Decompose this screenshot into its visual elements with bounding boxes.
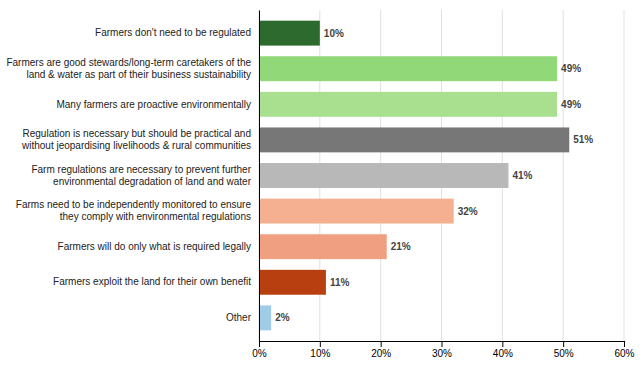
x-tick: 60%: [614, 341, 634, 359]
x-tick-label: 50%: [554, 348, 574, 359]
chart-svg: 10% 49% 49% 51% 41% 32% 21% 11% 2% 0% 10% 20% 30% 40%…: [0, 0, 640, 367]
chart-container: 10% 49% 49% 51% 41% 32% 21% 11% 2% 0% 10% 20% 30% 40%…: [0, 0, 640, 367]
x-tick-mark: [381, 341, 382, 347]
category-label: Farms need to be independently monitored…: [16, 199, 252, 222]
bar: [259, 199, 454, 224]
y-tick: Farmers don't need to be regulated: [95, 27, 251, 38]
data-labels: 10% 49% 49% 51% 41% 32% 21% 11% 2%: [275, 28, 593, 324]
x-tick: 10%: [310, 341, 330, 359]
y-tick: Regulation is necessary but should be pr…: [21, 128, 251, 151]
x-tick-mark: [624, 341, 625, 347]
bar: [259, 234, 387, 259]
bar: [259, 305, 271, 330]
category-label-line: land & water as part of their business s…: [26, 69, 251, 80]
data-label: 49%: [561, 99, 581, 110]
x-tick: 0%: [252, 341, 267, 359]
category-label-line: Farmers exploit the land for their own b…: [53, 276, 251, 287]
data-label: 11%: [330, 277, 350, 288]
y-tick: Farms need to be independently monitored…: [16, 199, 252, 222]
x-tick: 30%: [432, 341, 452, 359]
category-label-line: Regulation is necessary but should be pr…: [23, 128, 251, 139]
bar: [259, 92, 557, 117]
x-axis: 0% 10% 20% 30% 40% 50% 60%: [252, 341, 634, 359]
y-tick: Other: [226, 312, 252, 323]
category-label-line: Farmers will do only what is required le…: [58, 241, 251, 252]
x-tick-mark: [502, 341, 503, 347]
y-tick: Farmers will do only what is required le…: [58, 241, 251, 252]
category-label-line: Other: [226, 312, 252, 323]
x-axis-line: [260, 342, 625, 348]
x-tick-label: 10%: [310, 348, 330, 359]
y-axis: Farmers don't need to be regulated Farmer…: [6, 11, 259, 342]
bar: [259, 127, 569, 152]
x-tick-label: 0%: [252, 348, 267, 359]
x-tick: 20%: [371, 341, 391, 359]
category-label-line: they comply with environmental regulatio…: [60, 211, 251, 222]
bars: [259, 21, 569, 331]
x-tick-mark: [259, 341, 260, 347]
x-tick-label: 60%: [614, 348, 634, 359]
data-label: 32%: [458, 206, 478, 217]
data-label: 2%: [275, 312, 290, 323]
grid: [259, 10, 624, 341]
bar: [259, 56, 557, 81]
x-tick: 40%: [493, 341, 513, 359]
y-axis-line: [259, 11, 260, 342]
y-tick: Farm regulations are necessary to preven…: [31, 164, 251, 187]
category-label: Farmers are good stewards/long-term care…: [6, 57, 251, 80]
category-label: Many farmers are proactive environmental…: [56, 99, 251, 110]
data-label: 51%: [573, 134, 593, 145]
bar: [259, 270, 326, 295]
data-label: 21%: [391, 241, 411, 252]
category-label-line: Farmers are good stewards/long-term care…: [6, 57, 251, 68]
grid-line: [624, 10, 625, 341]
category-label: Farmers don't need to be regulated: [95, 27, 251, 38]
category-label: Farm regulations are necessary to preven…: [31, 164, 251, 187]
category-label-line: Farmers don't need to be regulated: [95, 27, 251, 38]
x-tick-label: 30%: [432, 348, 452, 359]
x-tick-mark: [442, 341, 443, 347]
x-tick-label: 40%: [493, 348, 513, 359]
category-label: Regulation is necessary but should be pr…: [21, 128, 251, 151]
category-label-line: without jeopardising livelihoods & rural…: [21, 140, 251, 151]
category-label-line: Farms need to be independently monitored…: [16, 199, 252, 210]
x-tick: 50%: [554, 341, 574, 359]
grid-line: [259, 10, 260, 341]
x-tick-mark: [563, 341, 564, 347]
y-tick: Farmers exploit the land for their own b…: [53, 276, 251, 287]
category-label: Other: [226, 312, 252, 323]
category-label-line: Farm regulations are necessary to preven…: [31, 164, 251, 175]
x-tick-mark: [320, 341, 321, 347]
bar: [259, 21, 320, 46]
data-label: 41%: [512, 170, 532, 181]
data-label: 49%: [561, 63, 581, 74]
y-tick: Many farmers are proactive environmental…: [56, 99, 251, 110]
category-label: Farmers will do only what is required le…: [58, 241, 251, 252]
x-tick-label: 20%: [371, 348, 391, 359]
category-label-line: environmental degradation of land and wa…: [53, 176, 252, 187]
bar: [259, 163, 508, 188]
y-tick: Farmers are good stewards/long-term care…: [6, 57, 251, 80]
grid-line: [563, 10, 564, 341]
category-label: Farmers exploit the land for their own b…: [53, 276, 251, 287]
data-label: 10%: [324, 28, 344, 39]
category-label-line: Many farmers are proactive environmental…: [56, 99, 251, 110]
